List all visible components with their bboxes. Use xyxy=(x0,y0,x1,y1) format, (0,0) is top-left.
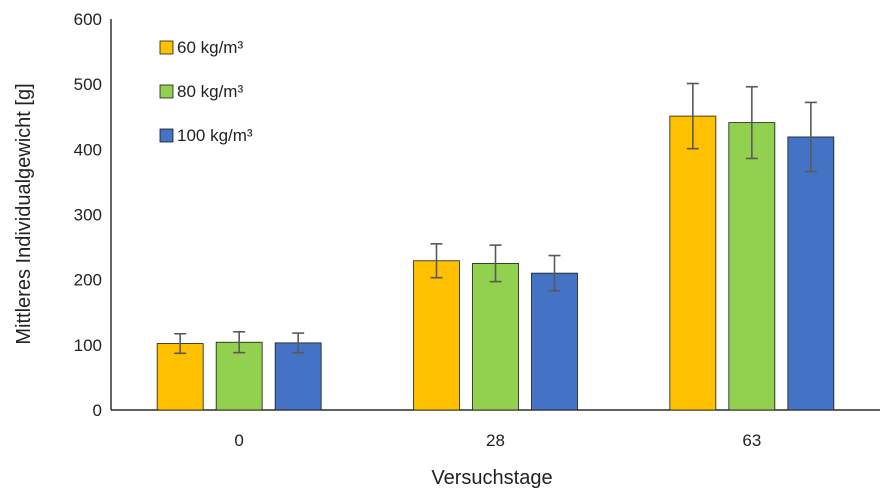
y-tick-label: 400 xyxy=(74,140,102,159)
y-axis-title: Mittleres Individualgewicht [g] xyxy=(13,83,35,344)
legend-item: 80 kg/m³ xyxy=(159,82,243,101)
y-tick-label: 500 xyxy=(74,75,102,94)
y-tick-label: 0 xyxy=(93,401,102,420)
legend-label: 100 kg/m³ xyxy=(177,126,253,145)
bar xyxy=(728,122,776,411)
y-axis: 0 100 200 300 400 500 600 xyxy=(74,10,112,420)
legend: 60 kg/m³ 80 kg/m³ 100 kg/m³ xyxy=(159,38,253,145)
y-tick-label: 600 xyxy=(74,10,102,29)
x-axis-title: Versuchstage xyxy=(431,467,552,489)
bar xyxy=(274,342,322,411)
legend-item: 100 kg/m³ xyxy=(159,126,253,145)
legend-swatch xyxy=(159,128,174,143)
bar xyxy=(413,260,460,411)
bar xyxy=(669,115,717,411)
bar xyxy=(531,272,578,411)
x-tick-label: 28 xyxy=(486,431,505,450)
x-tick-label: 0 xyxy=(234,431,243,450)
legend-item: 60 kg/m³ xyxy=(159,38,243,57)
legend-swatch xyxy=(159,84,174,99)
bar xyxy=(787,136,835,411)
x-axis: 0 28 63 xyxy=(111,409,880,450)
legend-label: 60 kg/m³ xyxy=(177,38,243,57)
x-tick-label: 63 xyxy=(742,431,761,450)
legend-label: 80 kg/m³ xyxy=(177,82,243,101)
y-tick-label: 200 xyxy=(74,271,102,290)
y-tick-label: 300 xyxy=(74,206,102,225)
legend-swatch xyxy=(159,40,174,55)
bar xyxy=(156,343,204,411)
bars xyxy=(156,115,835,411)
y-tick-label: 100 xyxy=(74,336,102,355)
bar xyxy=(472,262,519,411)
error-bars xyxy=(174,82,817,355)
